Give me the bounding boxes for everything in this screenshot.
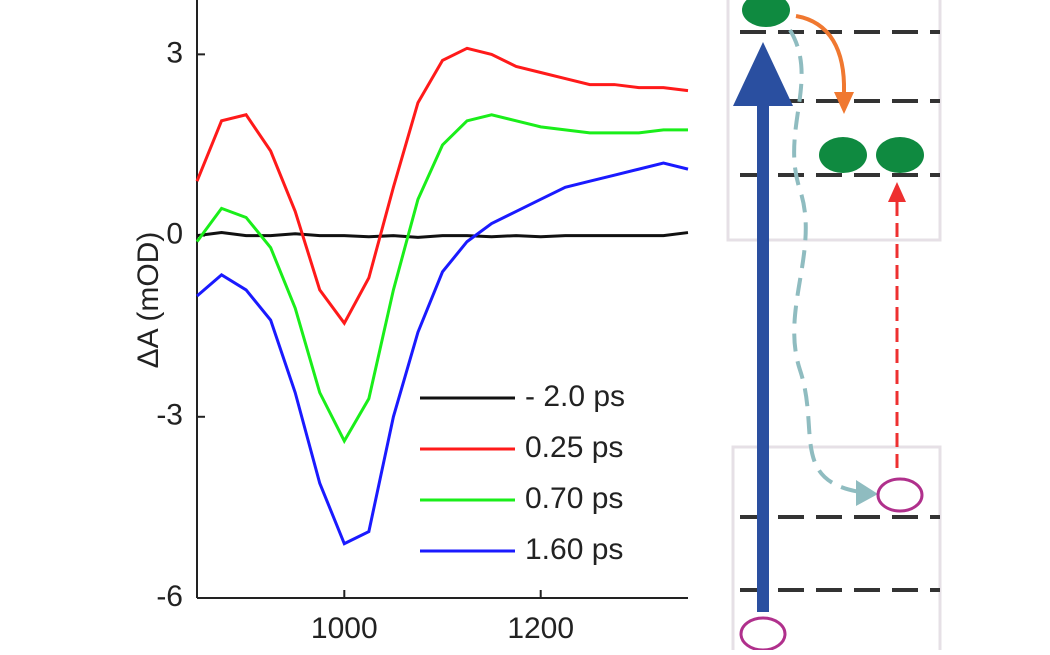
x-tick-label: 1000	[311, 612, 378, 645]
y-axis-label: ΔA (mOD)	[132, 232, 165, 369]
energy-diagram	[726, 0, 942, 655]
y-tick-label: 0	[166, 217, 183, 250]
legend-label: 1.60 ps	[525, 533, 623, 566]
series-line	[196, 231, 689, 239]
x-tick-label: 1200	[507, 612, 574, 645]
legend-label: 0.25 ps	[525, 431, 623, 464]
legend-label: 0.70 ps	[525, 482, 623, 515]
series-line	[195, 46, 689, 326]
y-tick-label: -6	[156, 580, 183, 613]
legend-label: - 2.0 ps	[525, 380, 625, 413]
y-tick-label: -3	[156, 399, 183, 432]
series-line	[195, 113, 688, 445]
y-tick-label: 3	[166, 36, 183, 69]
series-line	[196, 161, 689, 546]
